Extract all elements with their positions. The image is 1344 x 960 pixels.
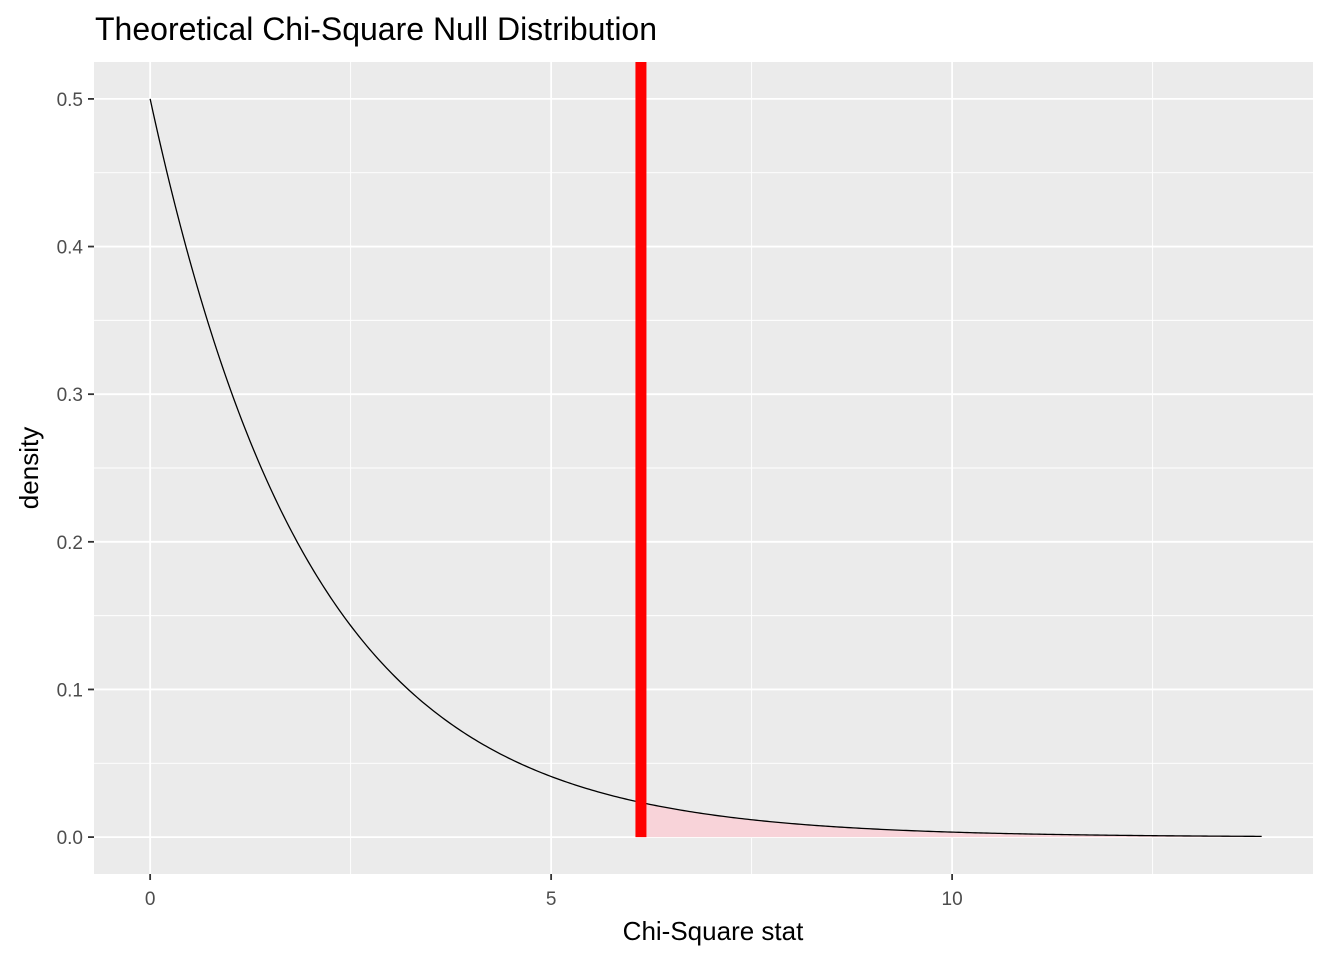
y-tick-label: 0.1 bbox=[57, 680, 83, 701]
minor-gridlines bbox=[94, 62, 1313, 874]
y-tick-label: 0.5 bbox=[57, 90, 83, 111]
y-tick-label: 0.3 bbox=[57, 385, 83, 406]
x-tick-label: 10 bbox=[942, 889, 963, 910]
x-axis: 0 5 10 bbox=[145, 874, 963, 910]
y-tick-label: 0.0 bbox=[57, 828, 83, 849]
p-value-shaded-region bbox=[640, 802, 1262, 838]
x-axis-title: Chi-Square stat bbox=[623, 916, 804, 946]
density-curve bbox=[149, 98, 1262, 838]
y-axis: 0.0 0.1 0.2 0.3 0.4 0.5 bbox=[57, 90, 94, 849]
x-tick-label: 5 bbox=[546, 889, 557, 910]
chart-title: Theoretical Chi-Square Null Distribution bbox=[95, 11, 657, 47]
y-axis-title: density bbox=[14, 427, 44, 509]
y-tick-label: 0.2 bbox=[57, 533, 83, 554]
y-tick-label: 0.4 bbox=[57, 238, 84, 259]
x-tick-label: 0 bbox=[145, 889, 156, 910]
